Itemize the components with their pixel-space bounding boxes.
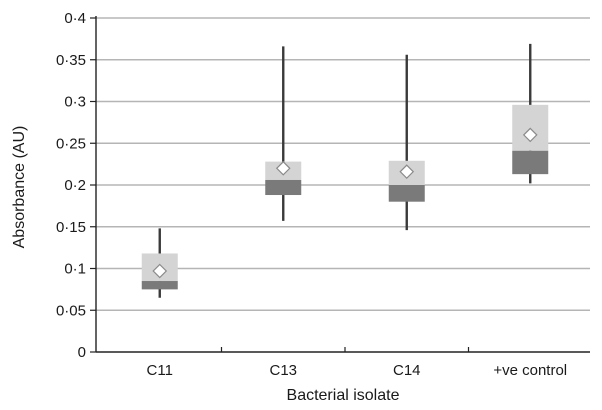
y-axis-title: Absorbance (AU) (11, 126, 28, 249)
y-tick-label: 0·15 (56, 219, 86, 236)
box-lower-quartile (265, 179, 302, 196)
x-axis-ticks: C11 C13 C14 +ve control (147, 347, 567, 379)
y-tick-label: 0·25 (56, 135, 86, 152)
mean-marker (275, 160, 291, 176)
box-lower-quartile (388, 185, 425, 202)
y-tick-label: 0·3 (64, 94, 86, 111)
x-tick-label: C13 (269, 362, 297, 379)
y-tick-label: 0·05 (56, 302, 86, 319)
box-lower-quartile (512, 150, 549, 175)
y-tick-label: 0·1 (64, 261, 86, 278)
x-axis-title: Bacterial isolate (287, 387, 400, 404)
box-lower-quartile (141, 281, 178, 290)
box-series (141, 43, 549, 298)
x-tick-label: +ve control (493, 362, 567, 379)
mean-marker (522, 127, 538, 143)
x-tick-label: C11 (147, 362, 173, 379)
axes (95, 16, 590, 353)
mean-marker (399, 164, 415, 179)
x-tick-label: C14 (393, 362, 421, 379)
mean-marker (152, 263, 168, 279)
y-axis-ticks: 0 0·05 0·1 0·15 0·2 0·25 0·3 0·35 0·4 (56, 10, 96, 361)
y-tick-label: 0 (78, 344, 86, 361)
y-tick-label: 0·35 (56, 52, 86, 69)
y-tick-label: 0·2 (64, 177, 86, 194)
gridlines (96, 17, 590, 312)
y-tick-label: 0·4 (64, 10, 86, 27)
